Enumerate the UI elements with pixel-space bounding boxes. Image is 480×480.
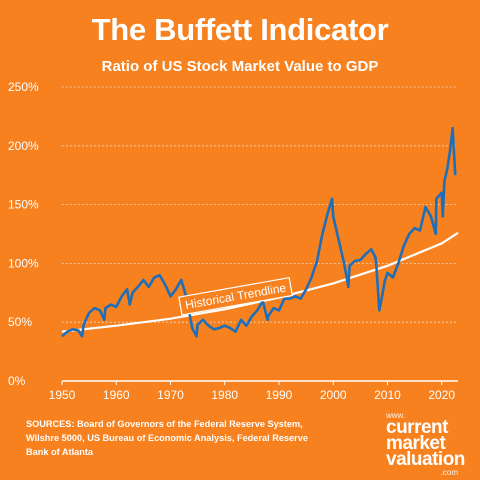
- series-layer: [61, 126, 459, 338]
- brand-line-2: market: [386, 433, 446, 454]
- grid-layer: [62, 86, 458, 382]
- chart-subtitle: Ratio of US Stock Market Value to GDP: [101, 58, 379, 75]
- x-tick-label: 1950: [49, 388, 76, 402]
- y-tick-label: 200%: [8, 139, 39, 153]
- x-tick-label: 1990: [266, 388, 293, 402]
- brand-logo: www. current market valuation .com: [386, 411, 476, 478]
- x-axis-tick-labels: 1950 1960 1970 1980 1990 2000 2010 2020: [49, 381, 455, 402]
- y-tick-label: 50%: [8, 315, 32, 329]
- brand-line-3: valuation: [386, 449, 465, 470]
- y-axis-tick-labels: 0% 50% 100% 150% 200% 250%: [8, 80, 39, 388]
- brand-www: www.: [386, 411, 406, 420]
- brand-line-1: current: [386, 417, 448, 438]
- y-tick-label: 0%: [8, 374, 26, 388]
- x-tick-label: 2010: [374, 388, 401, 402]
- x-tick-label: 1970: [157, 388, 184, 402]
- sources-note: SOURCES: Board of Governors of the Feder…: [26, 419, 308, 457]
- trendline: [61, 231, 459, 333]
- y-tick-label: 250%: [8, 80, 39, 94]
- y-tick-label: 100%: [8, 256, 39, 270]
- annotation-box: [178, 277, 293, 316]
- x-tick-label: 1980: [211, 388, 238, 402]
- chart-title: The Buffett Indicator: [91, 12, 389, 47]
- buffett-ratio-line: [61, 126, 457, 338]
- brand-com: .com: [440, 468, 458, 477]
- x-tick-label: 1960: [103, 388, 130, 402]
- x-tick-label: 2000: [320, 388, 347, 402]
- x-tick-label: 2020: [428, 388, 455, 402]
- y-tick-label: 150%: [8, 198, 39, 212]
